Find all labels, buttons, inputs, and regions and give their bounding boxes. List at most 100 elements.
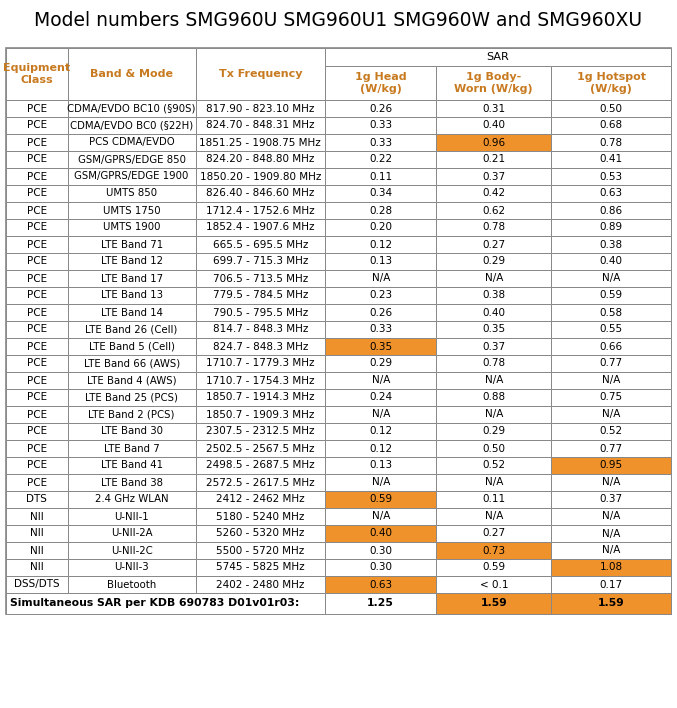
Text: N/A: N/A (372, 511, 390, 522)
Text: N/A: N/A (485, 273, 503, 283)
Text: 0.30: 0.30 (369, 545, 392, 556)
Bar (6, 559, 68, 576)
Text: PCE: PCE (27, 358, 47, 368)
Text: LTE Band 12: LTE Band 12 (101, 256, 162, 266)
Text: PCE: PCE (27, 477, 47, 488)
Text: 5260 - 5320 MHz: 5260 - 5320 MHz (216, 528, 305, 539)
Bar (551, 287, 671, 304)
Bar (436, 457, 551, 474)
Bar (436, 304, 551, 321)
Bar (6, 185, 68, 202)
Bar (196, 491, 325, 508)
Text: LTE Band 41: LTE Band 41 (101, 460, 162, 471)
Bar (6, 423, 68, 440)
Text: Band & Mode: Band & Mode (90, 69, 173, 79)
Text: PCE: PCE (27, 137, 47, 147)
Bar (196, 48, 325, 100)
Text: 0.24: 0.24 (369, 392, 392, 403)
Bar (325, 151, 436, 168)
Text: N/A: N/A (372, 375, 390, 385)
Bar (68, 406, 196, 423)
Bar (551, 253, 671, 270)
Text: LTE Band 38: LTE Band 38 (101, 477, 162, 488)
Bar (551, 406, 671, 423)
Text: 0.21: 0.21 (482, 154, 505, 164)
Text: 0.40: 0.40 (369, 528, 392, 539)
Bar (68, 151, 196, 168)
Bar (6, 219, 68, 236)
Text: N/A: N/A (485, 477, 503, 488)
Text: 0.17: 0.17 (600, 580, 623, 590)
Bar (6, 321, 68, 338)
Bar (436, 236, 551, 253)
Bar (196, 372, 325, 389)
Text: 0.37: 0.37 (482, 341, 505, 351)
Text: N/A: N/A (602, 409, 620, 420)
Text: PCE: PCE (27, 443, 47, 454)
Text: 1712.4 - 1752.6 MHz: 1712.4 - 1752.6 MHz (206, 205, 315, 215)
Text: 1.08: 1.08 (600, 562, 623, 573)
Bar (325, 576, 436, 593)
Bar (68, 202, 196, 219)
Text: LTE Band 4 (AWS): LTE Band 4 (AWS) (87, 375, 177, 385)
Bar (551, 389, 671, 406)
Text: LTE Band 5 (Cell): LTE Band 5 (Cell) (89, 341, 175, 351)
Text: N/A: N/A (485, 409, 503, 420)
Bar (325, 219, 436, 236)
Bar (196, 253, 325, 270)
Bar (325, 48, 671, 66)
Bar (6, 100, 68, 117)
Text: PCE: PCE (27, 103, 47, 113)
Text: 0.35: 0.35 (482, 324, 505, 334)
Text: 0.88: 0.88 (482, 392, 505, 403)
Text: 0.22: 0.22 (369, 154, 392, 164)
Text: 0.35: 0.35 (369, 341, 392, 351)
Text: NII: NII (30, 511, 44, 522)
Text: 1850.7 - 1914.3 MHz: 1850.7 - 1914.3 MHz (206, 392, 315, 403)
Text: Model numbers SMG960U SMG960U1 SMG960W and SMG960XU: Model numbers SMG960U SMG960U1 SMG960W a… (34, 11, 642, 30)
Text: 0.26: 0.26 (369, 103, 392, 113)
Text: U-NII-2C: U-NII-2C (111, 545, 152, 556)
Text: N/A: N/A (372, 477, 390, 488)
Text: UMTS 1900: UMTS 1900 (103, 222, 160, 232)
Bar (196, 406, 325, 423)
Bar (436, 151, 551, 168)
Bar (325, 304, 436, 321)
Text: 0.78: 0.78 (482, 358, 505, 368)
Bar (196, 508, 325, 525)
Bar (68, 100, 196, 117)
Text: N/A: N/A (602, 477, 620, 488)
Bar (325, 236, 436, 253)
Text: N/A: N/A (602, 375, 620, 385)
Text: 0.52: 0.52 (482, 460, 505, 471)
Bar (68, 236, 196, 253)
Text: 0.96: 0.96 (482, 137, 505, 147)
Bar (6, 117, 68, 134)
Text: 0.37: 0.37 (482, 171, 505, 181)
Bar (6, 389, 68, 406)
Text: 826.40 - 846.60 MHz: 826.40 - 846.60 MHz (206, 188, 315, 198)
Bar (436, 100, 551, 117)
Bar (325, 491, 436, 508)
Text: 0.11: 0.11 (369, 171, 392, 181)
Text: 2498.5 - 2687.5 MHz: 2498.5 - 2687.5 MHz (206, 460, 315, 471)
Bar (551, 593, 671, 614)
Bar (6, 372, 68, 389)
Bar (436, 576, 551, 593)
Bar (436, 491, 551, 508)
Text: 0.30: 0.30 (369, 562, 392, 573)
Text: N/A: N/A (602, 273, 620, 283)
Text: 0.59: 0.59 (369, 494, 392, 505)
Text: 0.12: 0.12 (369, 426, 392, 437)
Text: 0.13: 0.13 (369, 460, 392, 471)
Bar (436, 168, 551, 185)
Text: NII: NII (30, 562, 44, 573)
Text: N/A: N/A (602, 528, 620, 539)
Text: 0.75: 0.75 (600, 392, 623, 403)
Text: 1710.7 - 1779.3 MHz: 1710.7 - 1779.3 MHz (206, 358, 315, 368)
Text: N/A: N/A (602, 545, 620, 556)
Bar (436, 287, 551, 304)
Bar (196, 117, 325, 134)
Text: 2.4 GHz WLAN: 2.4 GHz WLAN (95, 494, 169, 505)
Bar (325, 372, 436, 389)
